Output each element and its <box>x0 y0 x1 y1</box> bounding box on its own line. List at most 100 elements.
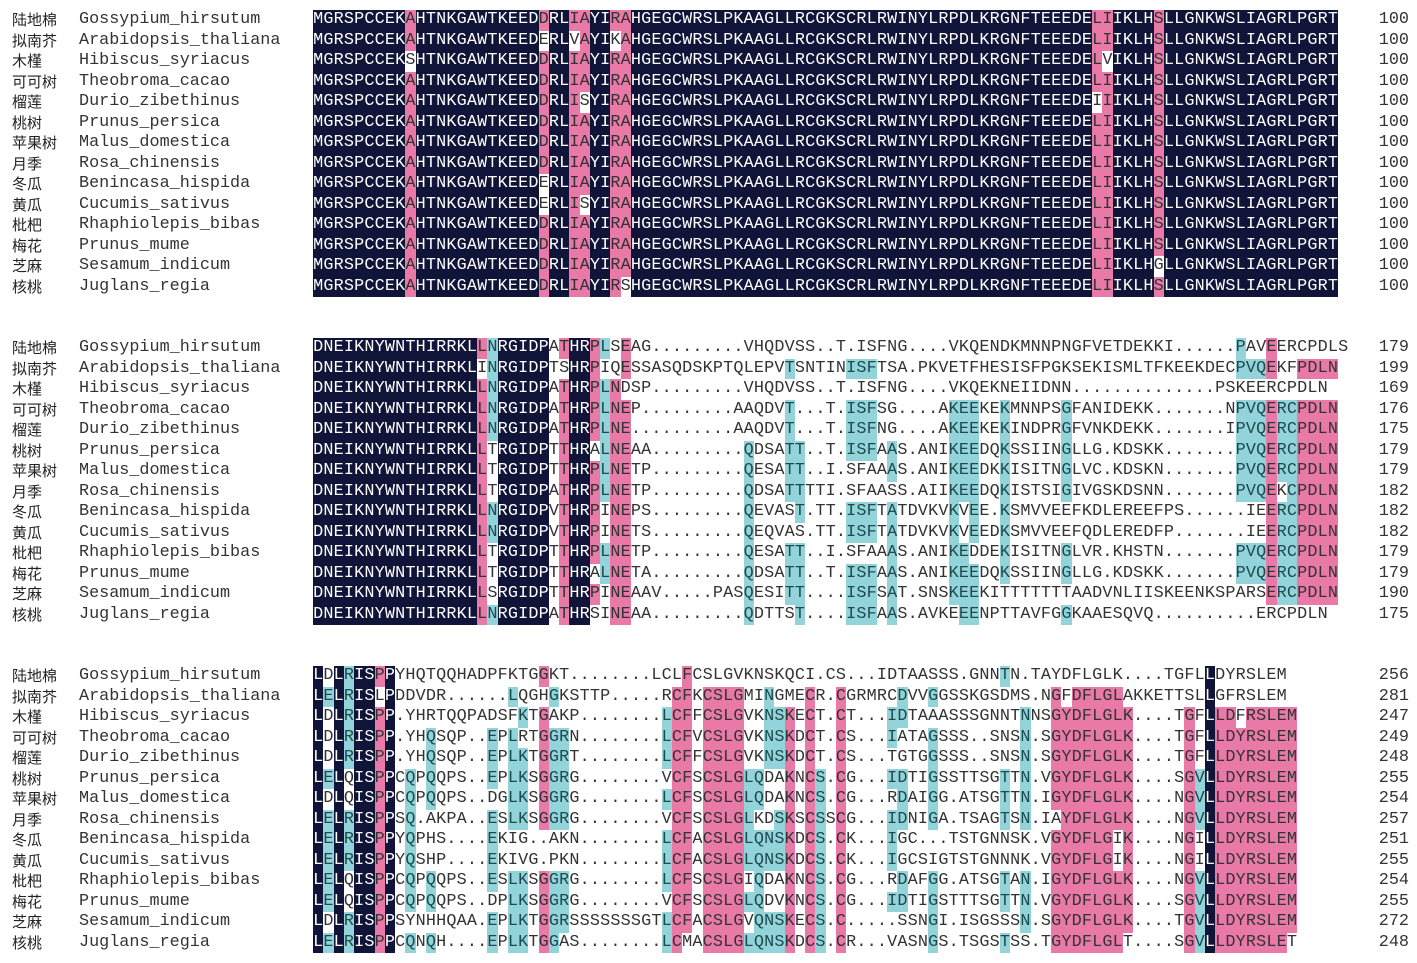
residue: I <box>343 522 354 543</box>
residue: S <box>1020 461 1031 480</box>
residue: L <box>559 235 570 256</box>
residue: A <box>651 358 662 378</box>
residue: H <box>630 71 641 92</box>
residue: L <box>1235 235 1246 256</box>
residue: P <box>1215 379 1226 398</box>
residue: H <box>415 30 426 51</box>
residue: G <box>887 399 898 419</box>
residue: P <box>384 789 395 810</box>
residue: L <box>1317 502 1328 523</box>
residue: D <box>528 112 539 133</box>
residue: H <box>630 112 641 133</box>
residue: C <box>671 830 682 851</box>
alignment-gap: . <box>1133 809 1144 829</box>
residue: Q <box>405 789 416 810</box>
residue: L <box>1092 133 1103 154</box>
residue: L <box>600 338 611 359</box>
residue: Y <box>1235 768 1246 789</box>
residue: T <box>907 891 918 911</box>
residue: K <box>354 563 365 584</box>
residue: E <box>620 420 631 441</box>
alignment-gap: . <box>641 399 652 419</box>
alignment-gap: . <box>651 399 662 419</box>
residue: Y <box>374 399 385 420</box>
residue: L <box>1266 830 1277 851</box>
residue: R <box>1317 92 1328 113</box>
residue: Y <box>917 153 928 174</box>
residue: G <box>1102 932 1113 953</box>
residue-end-position: 251 <box>1378 830 1409 849</box>
residue: S <box>641 522 652 542</box>
residue: M <box>1286 809 1297 830</box>
residue: D <box>999 338 1010 357</box>
residue: E <box>958 543 969 564</box>
residue: A <box>784 522 795 542</box>
residue: F <box>866 522 877 543</box>
residue: K <box>446 92 457 113</box>
residue: T <box>559 522 570 543</box>
residue: G <box>979 686 990 706</box>
species-common-name: 陆地棉 <box>12 11 58 29</box>
residue: K <box>784 727 795 748</box>
sequence: DNEIKNYWNTHIRRKLINRGIDPTSHRPIQESSASQDSKP… <box>313 358 1338 379</box>
alignment-gap: . <box>641 850 652 870</box>
residue: E <box>1276 707 1287 728</box>
residue: S <box>907 932 918 952</box>
residue: T <box>405 502 416 523</box>
residue: A <box>743 153 754 174</box>
residue: C <box>364 194 375 215</box>
residue: A <box>917 440 928 460</box>
residue: L <box>1235 174 1246 195</box>
residue: F <box>507 707 518 726</box>
residue: E <box>1081 194 1092 215</box>
residue: L <box>1174 215 1185 236</box>
residue: K <box>1153 338 1164 357</box>
residue: M <box>313 256 324 277</box>
residue: S <box>815 871 826 892</box>
alignment-gap: . <box>692 543 703 562</box>
residue: S <box>692 809 703 829</box>
residue: E <box>507 153 518 174</box>
residue: T <box>825 399 836 419</box>
residue: P <box>384 830 395 851</box>
residue: G <box>815 174 826 195</box>
residue: K <box>1122 912 1133 933</box>
residue: I <box>354 789 365 810</box>
alignment-gap: . <box>641 748 652 767</box>
residue: E <box>1276 850 1287 871</box>
residue: E <box>620 522 631 543</box>
residue: S <box>1133 563 1144 583</box>
residue: L <box>1102 666 1113 685</box>
residue: L <box>743 768 754 789</box>
residue: W <box>384 584 395 605</box>
residue: Y <box>1061 830 1072 851</box>
residue: I <box>569 276 580 297</box>
residue: E <box>1040 174 1051 195</box>
residue: A <box>579 10 590 31</box>
residue: S <box>1153 30 1164 51</box>
residue: T <box>825 420 836 439</box>
residue: W <box>1215 256 1226 277</box>
alignment-gap: . <box>1184 563 1195 583</box>
residue: N <box>1327 358 1338 379</box>
residue: P <box>723 276 734 297</box>
alignment-gap: . <box>589 707 600 726</box>
residue: S <box>938 768 949 788</box>
residue: S <box>692 789 703 808</box>
residue: G <box>1061 399 1072 420</box>
alignment-gap: . <box>1215 502 1226 521</box>
residue: N <box>764 748 775 769</box>
residue: G <box>538 932 549 953</box>
residue: N <box>1174 871 1185 890</box>
residue: G <box>1184 707 1195 728</box>
residue: L <box>723 727 734 748</box>
residue: L <box>1092 30 1103 51</box>
residue: K <box>497 215 508 236</box>
residue: R <box>876 256 887 277</box>
residue: G <box>979 707 990 726</box>
residue: S <box>364 871 375 892</box>
alignment-gap: . <box>661 481 672 501</box>
residue: A <box>887 563 898 584</box>
residue: G <box>1102 686 1113 707</box>
alignment-gap: . <box>1153 379 1164 398</box>
